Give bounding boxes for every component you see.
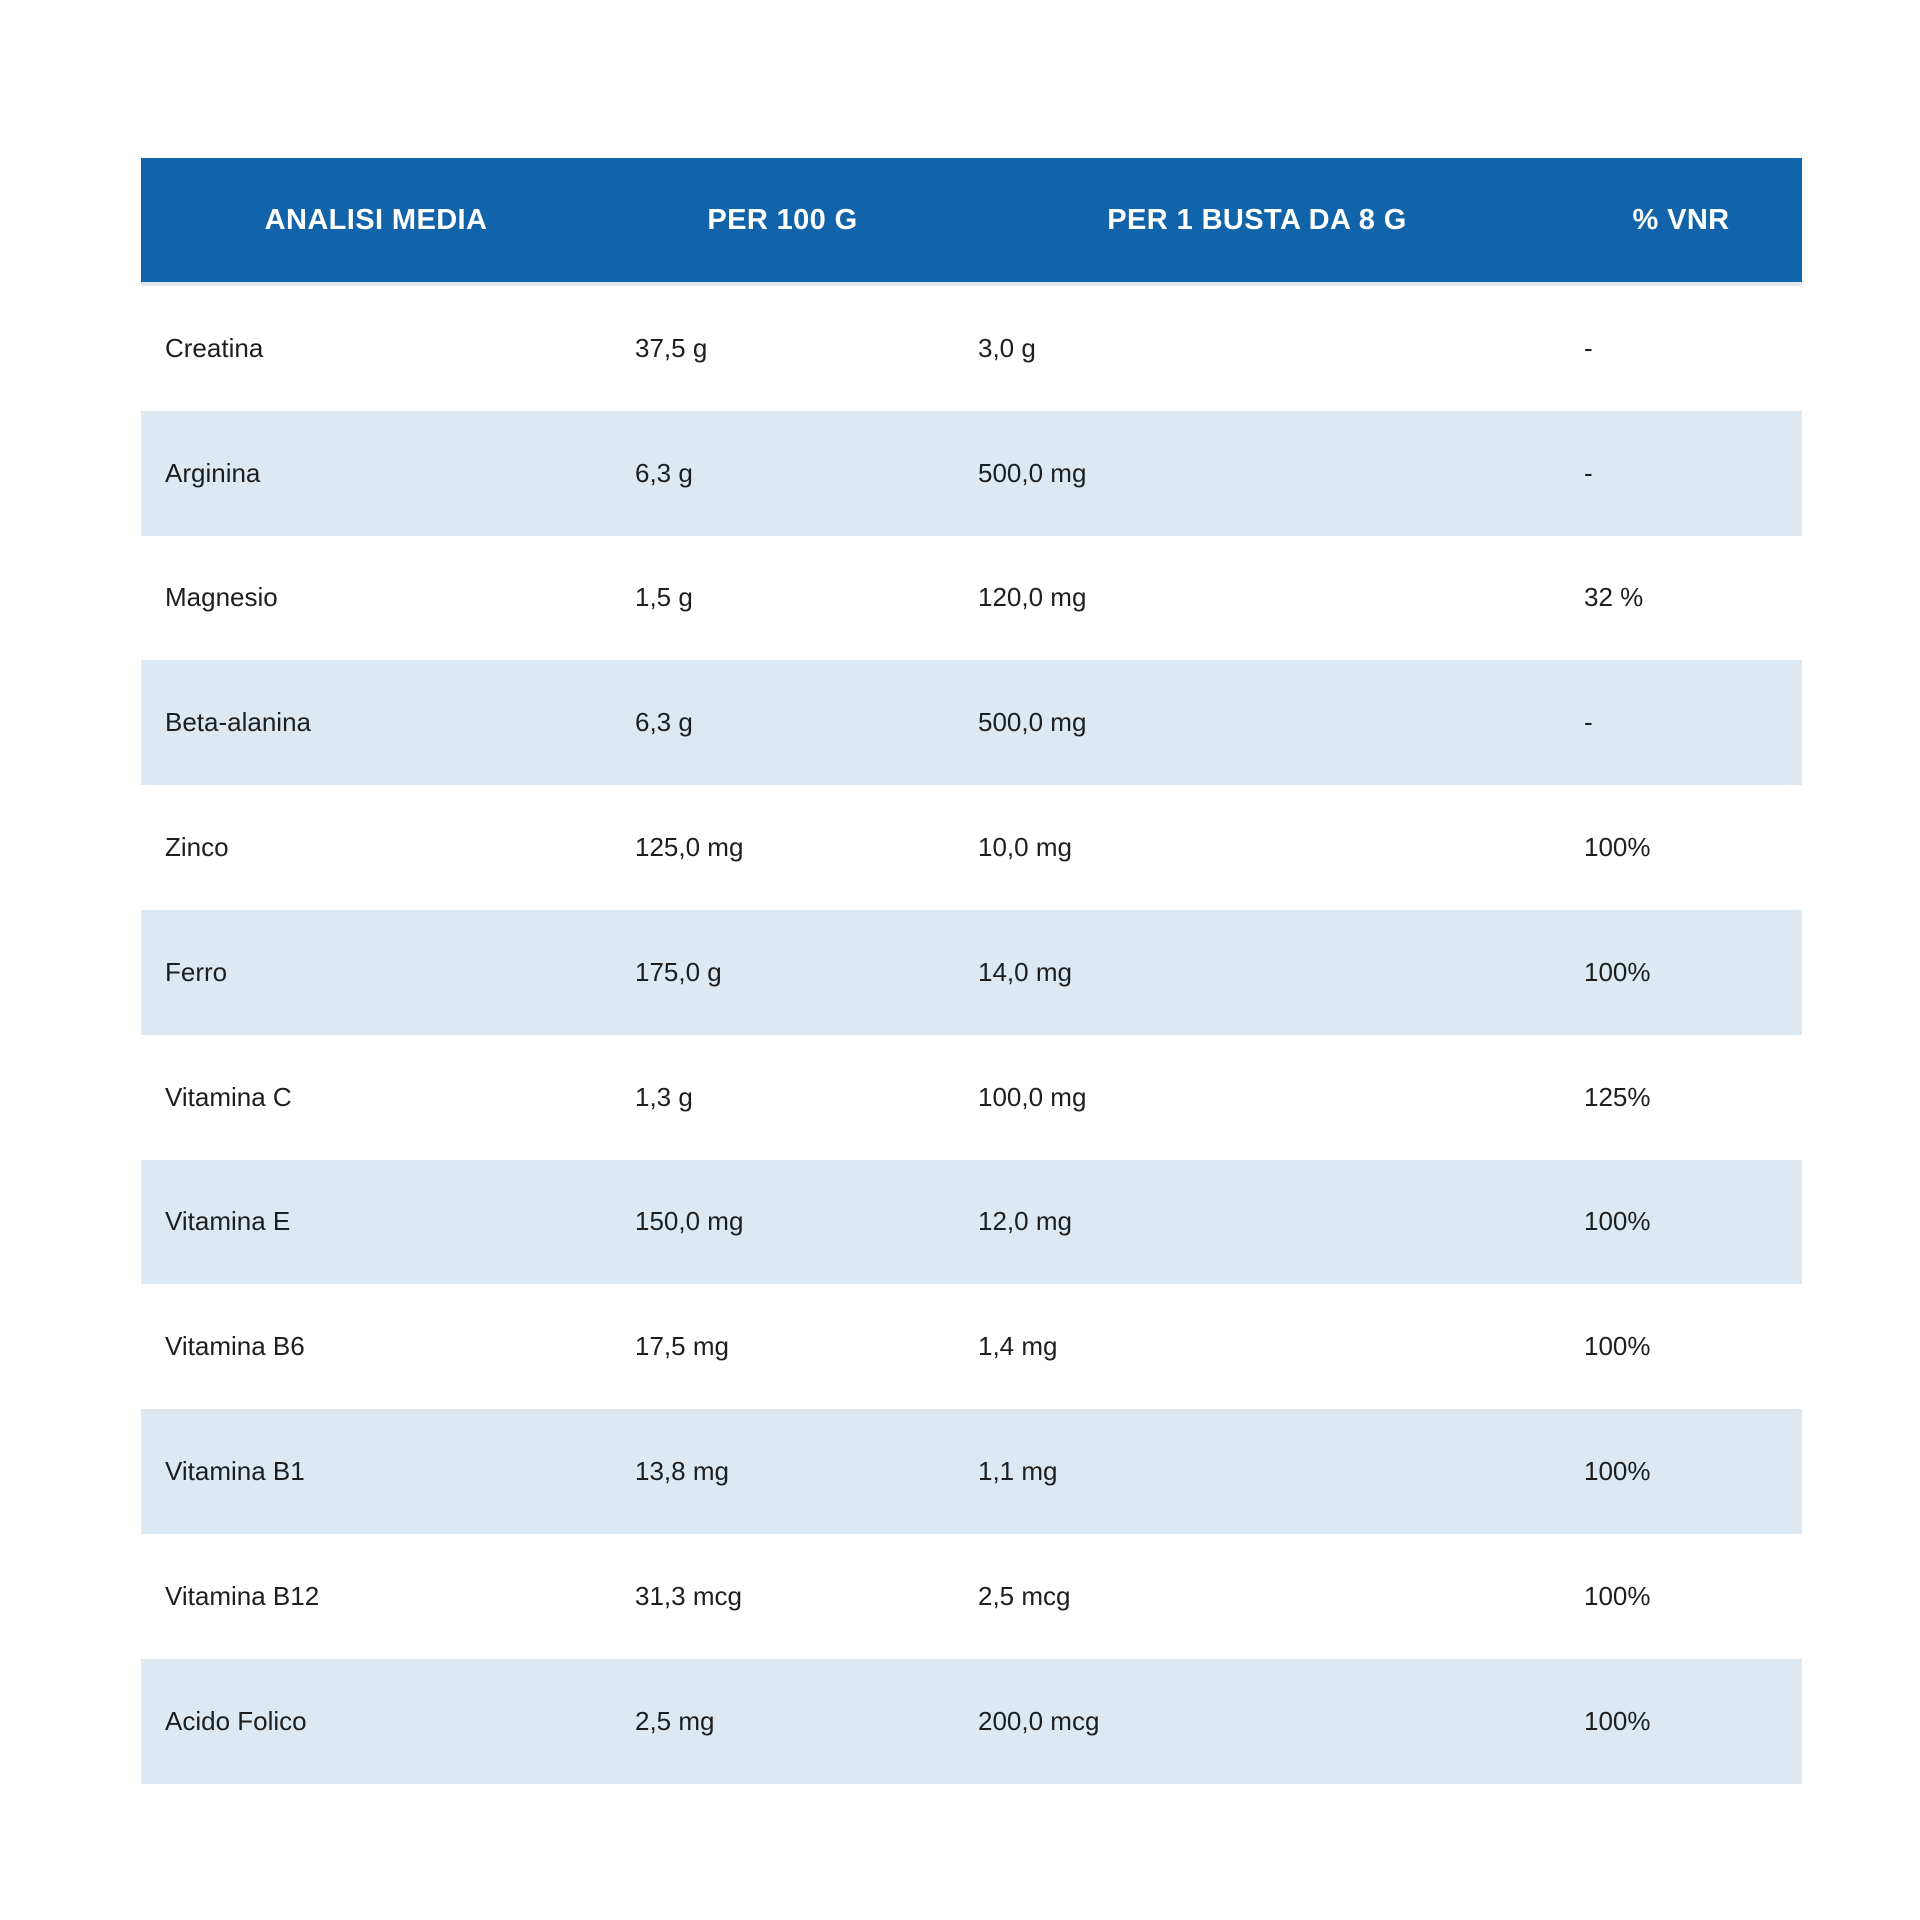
cell-vnr: -: [1584, 457, 1593, 488]
cell-label: Arginina: [165, 457, 261, 488]
cell-label: Creatina: [165, 332, 264, 363]
table-row: Creatina 37,5 g 3,0 g -: [141, 286, 1802, 411]
cell-per-busta: 2,5 mcg: [978, 1580, 1071, 1611]
cell-per-100g: 2,5 mg: [635, 1705, 715, 1736]
table-row: Ferro 175,0 g 14,0 mg 100%: [141, 909, 1802, 1035]
cell-per-busta: 200,0 mcg: [978, 1705, 1100, 1736]
cell-per-busta: 12,0 mg: [978, 1206, 1072, 1237]
table-row: Vitamina C 1,3 g 100,0 mg 125%: [141, 1034, 1802, 1160]
cell-vnr: 100%: [1584, 1456, 1651, 1487]
cell-label: Ferro: [165, 956, 228, 987]
cell-per-100g: 125,0 mg: [635, 832, 744, 863]
cell-per-100g: 1,3 g: [635, 1081, 693, 1112]
cell-label: Zinco: [165, 832, 229, 863]
cell-label: Magnesio: [165, 582, 278, 613]
table-row: Vitamina B12 31,3 mcg 2,5 mcg 100%: [141, 1533, 1802, 1659]
cell-label: Beta-alanina: [165, 707, 311, 738]
cell-vnr: 100%: [1584, 832, 1651, 863]
cell-per-busta: 10,0 mg: [978, 832, 1072, 863]
cell-vnr: -: [1584, 707, 1593, 738]
table-body: Creatina 37,5 g 3,0 g - Arginina 6,3 g 500,0 m…: [141, 286, 1802, 1784]
header-cell-per-busta: PER 1 BUSTA DA 8 G: [1107, 203, 1407, 236]
cell-vnr: 100%: [1584, 1580, 1651, 1611]
table-row: Acido Folico 2,5 mg 200,0 mcg 100%: [141, 1658, 1802, 1784]
cell-vnr: 100%: [1584, 956, 1651, 987]
cell-per-100g: 6,3 g: [635, 707, 693, 738]
table-row: Vitamina E 150,0 mg 12,0 mg 100%: [141, 1159, 1802, 1285]
cell-per-100g: 17,5 mg: [635, 1331, 729, 1362]
cell-label: Vitamina B1: [165, 1456, 305, 1487]
nutrition-table: ANALISI MEDIA PER 100 G PER 1 BUSTA DA 8…: [141, 158, 1802, 1784]
cell-per-busta: 120,0 mg: [978, 582, 1087, 613]
header-cell-vnr: % VNR: [1632, 203, 1730, 236]
cell-vnr: 100%: [1584, 1206, 1651, 1237]
cell-per-busta: 1,1 mg: [978, 1456, 1058, 1487]
table-row: Beta-alanina 6,3 g 500,0 mg -: [141, 660, 1802, 786]
table-header-row: ANALISI MEDIA PER 100 G PER 1 BUSTA DA 8…: [141, 158, 1802, 286]
cell-per-busta: 14,0 mg: [978, 956, 1072, 987]
cell-per-100g: 31,3 mcg: [635, 1580, 742, 1611]
cell-label: Vitamina B12: [165, 1580, 320, 1611]
cell-per-100g: 37,5 g: [635, 332, 708, 363]
cell-vnr: 32 %: [1584, 582, 1644, 613]
cell-per-100g: 6,3 g: [635, 457, 693, 488]
cell-per-busta: 500,0 mg: [978, 707, 1087, 738]
header-cell-per-100g: PER 100 G: [707, 203, 858, 236]
table-row: Zinco 125,0 mg 10,0 mg 100%: [141, 785, 1802, 910]
cell-per-100g: 13,8 mg: [635, 1456, 729, 1487]
cell-per-busta: 100,0 mg: [978, 1081, 1087, 1112]
cell-per-100g: 150,0 mg: [635, 1206, 744, 1237]
table-row: Arginina 6,3 g 500,0 mg -: [141, 410, 1802, 536]
cell-per-busta: 500,0 mg: [978, 457, 1087, 488]
cell-label: Acido Folico: [165, 1705, 307, 1736]
cell-per-busta: 3,0 g: [978, 332, 1036, 363]
cell-per-100g: 1,5 g: [635, 582, 693, 613]
cell-vnr: 100%: [1584, 1705, 1651, 1736]
cell-vnr: -: [1584, 332, 1593, 363]
header-cell-analisi-media: ANALISI MEDIA: [264, 203, 488, 236]
cell-vnr: 125%: [1584, 1081, 1651, 1112]
cell-per-busta: 1,4 mg: [978, 1331, 1058, 1362]
table-row: Vitamina B1 13,8 mg 1,1 mg 100%: [141, 1409, 1802, 1534]
table-row: Vitamina B6 17,5 mg 1,4 mg 100%: [141, 1284, 1802, 1410]
cell-per-100g: 175,0 g: [635, 956, 722, 987]
cell-label: Vitamina B6: [165, 1331, 305, 1362]
cell-vnr: 100%: [1584, 1331, 1651, 1362]
cell-label: Vitamina C: [165, 1081, 292, 1112]
table-row: Magnesio 1,5 g 120,0 mg 32 %: [141, 535, 1802, 661]
cell-label: Vitamina E: [165, 1206, 291, 1237]
